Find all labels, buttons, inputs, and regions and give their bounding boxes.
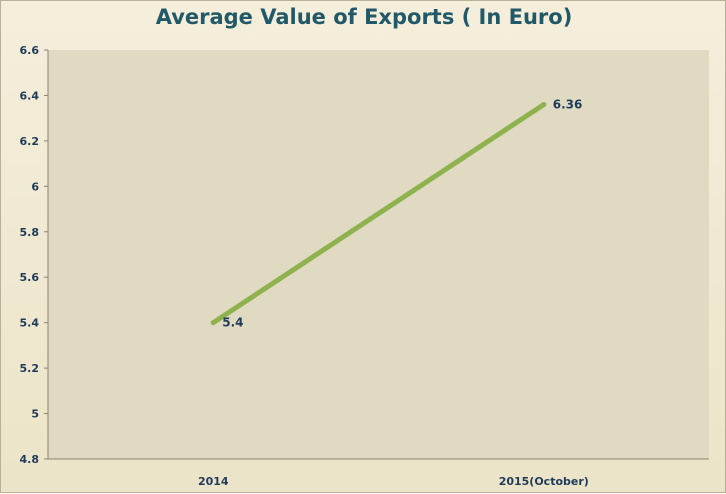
data-label: 6.36: [553, 98, 583, 112]
y-tick-label: 5: [31, 408, 39, 421]
data-point: [210, 320, 216, 326]
y-tick-label: 6.2: [20, 135, 40, 148]
x-tick-label: 2014: [198, 475, 229, 488]
data-label: 5.4: [222, 316, 243, 330]
y-tick-label: 6.6: [20, 44, 40, 57]
y-tick-label: 5.8: [20, 226, 40, 239]
series-line: [210, 102, 547, 326]
series-group: 5.4 6.36: [210, 98, 583, 330]
data-point: [541, 102, 547, 108]
y-tick-label: 4.8: [20, 453, 40, 466]
x-tick-label: 2015(October): [499, 475, 589, 488]
x-axis-ticks: 2014 2015(October): [198, 475, 589, 488]
y-tick-label: 6.4: [20, 89, 40, 102]
y-tick-label: 5.6: [20, 271, 40, 284]
y-tick-label: 5.4: [20, 317, 40, 330]
plot-area: [48, 50, 709, 459]
y-tick-label: 6: [31, 180, 39, 193]
y-tick-label: 5.2: [20, 362, 40, 375]
y-axis-ticks: 4.8 5 5.2 5.4 5.6 5.8 6 6.2 6.4 6.6: [20, 44, 48, 466]
chart-title: Average Value of Exports ( In Euro): [155, 5, 573, 29]
